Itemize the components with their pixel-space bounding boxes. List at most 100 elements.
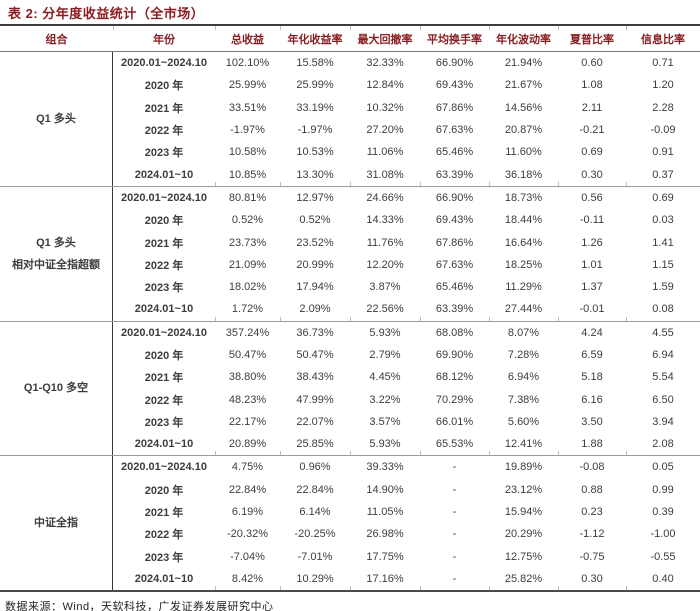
value-cell: 27.44%: [504, 303, 543, 316]
column-header-year: 年份: [153, 33, 175, 46]
table-title: 表 2: 分年度收益统计（全市场）: [8, 6, 205, 21]
column-boundary-tick: [350, 586, 351, 591]
value-cell: 0.30: [581, 572, 603, 585]
value-cell: 39.33%: [366, 461, 404, 474]
column-boundary-tick: [489, 316, 490, 321]
year-cell: 2020.01~2024.10: [121, 461, 207, 474]
value-cell: 6.94: [652, 349, 674, 361]
value-cell: 12.84%: [366, 79, 404, 92]
value-cell: 5.60%: [507, 415, 540, 428]
value-cell: 4.24: [581, 326, 603, 339]
table-group-1: Q1 多头 相对中证全指超额 2020.01~2024.10 80.81% 12.97%…: [0, 185, 700, 321]
value-cell: 3.94: [652, 415, 674, 428]
column-boundary-tick: [350, 181, 351, 186]
value-cell: 18.02%: [228, 281, 267, 294]
column-boundary-tick: [350, 316, 351, 321]
value-cell: 4.75%: [231, 461, 264, 474]
value-cell: 0.69: [581, 146, 603, 159]
value-cell: 69.43%: [435, 79, 474, 92]
value-cell: 0.08: [652, 303, 674, 316]
value-cell: 65.46%: [435, 146, 474, 159]
value-cell: 23.12%: [504, 483, 543, 496]
value-cell: 102.10%: [225, 57, 270, 70]
value-cell: 65.46%: [435, 281, 474, 294]
year-cell: 2023 年: [144, 416, 184, 429]
value-cell: 63.39%: [435, 168, 474, 181]
value-cell: 21.09%: [228, 258, 267, 271]
value-cell: 17.16%: [366, 572, 404, 585]
year-cell: 2024.01~10: [134, 438, 194, 451]
value-cell: -1.00: [650, 528, 676, 541]
column-boundary-tick: [626, 316, 627, 321]
year-cell: 2021 年: [144, 372, 184, 385]
column-boundary-tick: [215, 316, 216, 321]
value-cell: 2.09%: [299, 303, 331, 316]
value-cell: 38.80%: [228, 371, 267, 384]
year-cell: 2024.01~10: [134, 168, 194, 181]
year-cell: 2020.01~2024.10: [121, 326, 207, 339]
value-cell: 11.05%: [366, 506, 404, 519]
value-cell: 22.17%: [228, 415, 267, 428]
value-cell: 68.08%: [435, 326, 474, 339]
value-cell: 2.11: [581, 101, 603, 114]
year-cell: 2021 年: [144, 102, 184, 115]
value-cell: 10.58%: [228, 146, 267, 159]
year-cell: 2020 年: [144, 484, 184, 497]
value-cell: 21.67%: [504, 79, 543, 92]
data-source-note: 数据来源：Wind，天软科技，广发证券发展研究中心: [5, 601, 274, 611]
column-boundary-tick: [215, 586, 216, 591]
group-label: Q1 多头: [0, 52, 113, 186]
value-cell: 3.57%: [369, 415, 401, 428]
value-cell: 33.51%: [228, 101, 267, 114]
value-cell: 11.06%: [366, 146, 404, 159]
value-cell: 22.56%: [366, 303, 404, 316]
year-cell: 2022 年: [144, 259, 184, 272]
column-boundary-tick: [489, 181, 490, 186]
group-label: Q1-Q10 多空: [0, 321, 113, 456]
value-cell: 23.52%: [296, 236, 334, 249]
table-body: Q1 多头 2020.01~2024.10 102.10% 15.58% 32.33% 6…: [0, 52, 700, 591]
value-cell: 63.39%: [435, 303, 474, 316]
column-boundary-tick: [558, 451, 559, 456]
value-cell: 1.20: [652, 79, 674, 92]
value-cell: -: [452, 506, 457, 519]
value-cell: 27.20%: [366, 124, 404, 137]
value-cell: 2.79%: [369, 349, 401, 361]
value-cell: 18.73%: [504, 191, 543, 204]
value-cell: 7.28%: [507, 349, 540, 361]
value-cell: 0.37: [652, 168, 674, 181]
value-cell: 0.96%: [299, 461, 331, 474]
group-label-line: 相对中证全指超额: [12, 258, 100, 271]
value-cell: 18.44%: [504, 214, 543, 227]
value-cell: -: [452, 483, 457, 496]
group-label-line: 中证全指: [34, 517, 78, 530]
value-cell: 17.75%: [366, 550, 404, 563]
value-cell: 1.37: [581, 281, 603, 294]
value-cell: 36.73%: [296, 326, 334, 339]
value-cell: 22.84%: [296, 483, 334, 496]
value-cell: 20.89%: [228, 438, 267, 451]
value-cell: 8.07%: [507, 326, 540, 339]
value-cell: 6.59: [581, 349, 603, 361]
column-boundary-tick: [350, 26, 351, 30]
value-cell: 0.60: [581, 57, 603, 70]
value-cell: 67.86%: [435, 101, 474, 114]
value-cell: 5.93%: [369, 438, 401, 451]
value-cell: -0.11: [579, 214, 605, 227]
value-cell: 0.99: [652, 483, 674, 496]
value-cell: 15.58%: [296, 57, 334, 70]
value-cell: 38.43%: [296, 371, 334, 384]
column-boundary-tick: [215, 26, 216, 30]
value-cell: -1.97%: [297, 124, 333, 137]
column-boundary-tick: [420, 451, 421, 456]
group-label: 中证全指: [0, 456, 113, 591]
column-boundary-tick: [113, 26, 114, 30]
value-cell: 24.66%: [366, 191, 404, 204]
year-cell: 2021 年: [144, 507, 184, 520]
value-cell: -20.32%: [227, 528, 268, 541]
value-cell: 3.50: [581, 415, 603, 428]
year-cell: 2024.01~10: [134, 303, 194, 316]
column-header-max-drawdown: 最大回撤率: [357, 33, 413, 46]
table-group-3: 中证全指 2020.01~2024.10 4.75% 0.96% 39.33% - 19.8…: [0, 455, 700, 591]
value-cell: 11.76%: [366, 236, 404, 249]
